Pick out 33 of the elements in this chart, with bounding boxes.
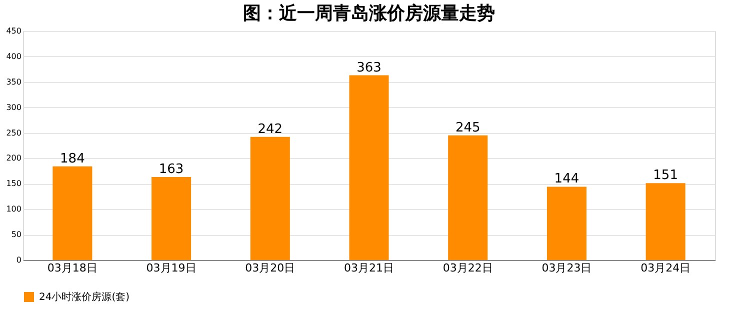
y-tick-label: 150 <box>6 179 22 188</box>
bar <box>250 136 290 260</box>
x-tick-label: 03月22日 <box>442 262 493 274</box>
y-tick-label: 100 <box>6 204 22 214</box>
data-label: 184 <box>60 151 85 166</box>
data-label: 242 <box>258 122 283 137</box>
bar <box>646 183 686 260</box>
x-tick-label: 03月19日 <box>146 262 196 274</box>
y-tick-label: 0 <box>16 256 22 264</box>
data-label: 144 <box>554 172 580 187</box>
bar <box>448 135 488 260</box>
y-tick-label: 350 <box>6 77 22 86</box>
bar <box>152 177 192 260</box>
legend-label: 24小时涨价房源(套) <box>39 291 130 303</box>
data-label: 151 <box>653 168 678 184</box>
y-tick-label: 200 <box>6 154 22 163</box>
bar <box>52 166 92 260</box>
y-tick-label: 250 <box>6 128 22 138</box>
bar <box>349 75 389 260</box>
x-tick-label: 03月23日 <box>542 262 592 274</box>
chart-title: 图：近一周青岛涨价房源量走势 <box>243 3 495 24</box>
x-tick-label: 03月20日 <box>245 262 296 274</box>
data-label: 245 <box>455 120 480 136</box>
y-tick-label: 50 <box>11 230 22 240</box>
data-label: 363 <box>356 60 382 76</box>
x-tick-label: 03月24日 <box>640 262 691 274</box>
y-tick-label: 300 <box>6 102 22 112</box>
x-tick-label: 03月21日 <box>344 262 394 274</box>
y-tick-label: 450 <box>6 26 22 36</box>
data-label: 163 <box>158 162 184 178</box>
y-tick-label: 400 <box>6 52 22 61</box>
x-tick-label: 03月18日 <box>47 262 98 274</box>
bar <box>546 186 586 260</box>
